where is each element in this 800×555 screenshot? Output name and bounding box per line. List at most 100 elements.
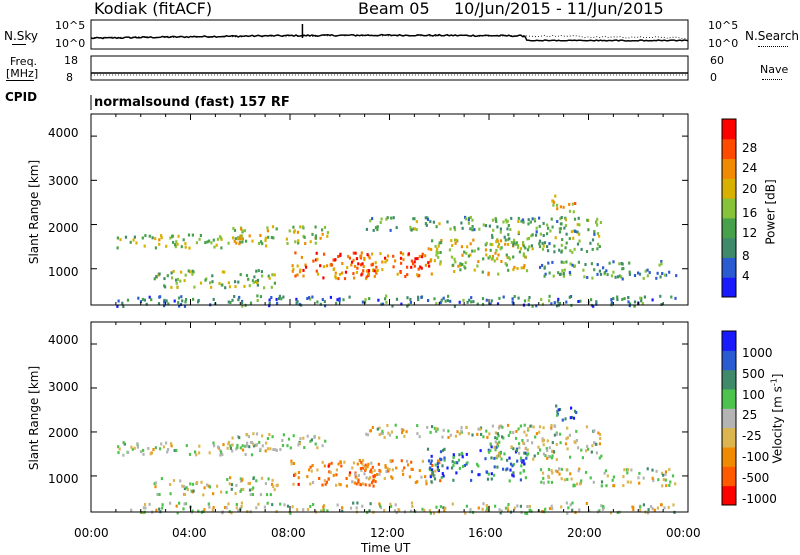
echo-cell bbox=[328, 463, 331, 467]
echo-cell bbox=[479, 427, 482, 431]
echo-cell bbox=[384, 297, 387, 301]
echo-cell bbox=[280, 297, 283, 301]
echo-cell bbox=[493, 465, 496, 469]
echo-cell bbox=[532, 425, 535, 429]
echo-cell bbox=[221, 270, 224, 274]
echo-cell bbox=[502, 295, 505, 299]
echo-cell bbox=[289, 511, 292, 515]
echo-cell bbox=[247, 277, 250, 281]
echo-cell bbox=[565, 468, 568, 472]
echo-cell bbox=[491, 255, 494, 258]
echo-cell bbox=[540, 480, 543, 484]
echo-cell bbox=[552, 450, 556, 454]
velocity-ytick-4000: 4000 bbox=[48, 333, 79, 347]
echo-cell bbox=[551, 449, 554, 453]
echo-cell bbox=[369, 502, 372, 506]
echo-cell bbox=[522, 254, 525, 258]
echo-cell bbox=[301, 225, 304, 229]
echo-cell bbox=[324, 439, 327, 443]
echo-cell bbox=[364, 467, 367, 471]
echo-cell bbox=[163, 304, 166, 308]
echo-cell bbox=[484, 224, 488, 228]
echo-cell bbox=[169, 501, 172, 505]
echo-cell bbox=[409, 225, 412, 229]
echo-cell bbox=[297, 482, 300, 486]
echo-cell bbox=[435, 253, 438, 257]
echo-cell bbox=[456, 461, 459, 465]
echo-cell bbox=[530, 244, 533, 248]
echo-cell bbox=[237, 280, 240, 284]
echo-cell bbox=[656, 271, 659, 275]
echo-cell bbox=[436, 427, 439, 431]
echo-cell bbox=[415, 220, 418, 224]
echo-cell bbox=[292, 482, 295, 486]
echo-cell bbox=[616, 298, 619, 302]
echo-cell bbox=[385, 470, 388, 474]
echo-cell bbox=[351, 260, 354, 264]
echo-cell bbox=[261, 242, 264, 246]
echo-cell bbox=[481, 302, 485, 306]
echo-cell bbox=[637, 476, 640, 480]
echo-cell bbox=[226, 446, 229, 450]
echo-cell bbox=[524, 246, 527, 250]
freq-tick-top: 18 bbox=[64, 54, 78, 67]
echo-cell bbox=[364, 277, 368, 281]
echo-cell bbox=[566, 511, 569, 515]
echo-cell bbox=[541, 437, 544, 441]
echo-cell bbox=[402, 252, 405, 256]
echo-cell bbox=[576, 242, 580, 246]
echo-cell bbox=[370, 461, 373, 465]
echo-cell bbox=[353, 481, 356, 485]
echo-cell bbox=[351, 480, 354, 484]
echo-cell bbox=[508, 479, 511, 483]
echo-cell bbox=[633, 300, 637, 304]
echo-cell bbox=[644, 269, 647, 273]
echo-cell bbox=[152, 448, 155, 451]
echo-cell bbox=[600, 504, 603, 508]
echo-cell bbox=[440, 476, 443, 480]
echo-cell bbox=[443, 509, 446, 513]
echo-cell bbox=[542, 426, 545, 430]
echo-cell bbox=[357, 480, 360, 484]
echo-cell bbox=[541, 263, 544, 267]
echo-cell bbox=[371, 217, 374, 221]
freq-panel-frame bbox=[90, 55, 689, 81]
echo-cell bbox=[378, 502, 381, 506]
echo-cell bbox=[454, 434, 457, 438]
echo-cell bbox=[388, 467, 391, 471]
echo-cell bbox=[569, 295, 573, 298]
echo-cell bbox=[426, 217, 430, 221]
echo-cell bbox=[394, 423, 397, 427]
echo-cell bbox=[452, 478, 455, 482]
echo-cell bbox=[460, 221, 463, 225]
echo-cell bbox=[165, 299, 168, 303]
echo-cell bbox=[595, 300, 598, 304]
echo-cell bbox=[406, 459, 409, 463]
echo-cell bbox=[191, 482, 195, 486]
echo-cell bbox=[517, 427, 520, 431]
echo-cell bbox=[452, 453, 455, 457]
echo-cell bbox=[603, 471, 606, 475]
echo-cell bbox=[547, 455, 550, 459]
echo-cell bbox=[116, 246, 119, 250]
echo-cell bbox=[449, 433, 452, 437]
echo-cell bbox=[345, 484, 348, 488]
echo-cell bbox=[554, 236, 557, 240]
echo-cell bbox=[392, 265, 395, 269]
noise-tick-bottom-left: 10^0 bbox=[55, 37, 86, 50]
echo-cell bbox=[613, 484, 616, 488]
echo-cell bbox=[329, 263, 332, 267]
echo-cell bbox=[328, 470, 331, 474]
echo-cell bbox=[533, 217, 536, 221]
echo-cell bbox=[471, 433, 474, 437]
echo-cell bbox=[552, 274, 555, 278]
echo-cell bbox=[258, 440, 261, 444]
echo-cell bbox=[504, 218, 507, 222]
echo-cell bbox=[267, 235, 270, 239]
echo-cell bbox=[338, 297, 341, 301]
echo-cell bbox=[446, 299, 449, 303]
echo-cell bbox=[596, 217, 599, 221]
echo-cell bbox=[297, 443, 300, 447]
echo-cell bbox=[373, 469, 376, 473]
echo-cell bbox=[403, 466, 406, 470]
